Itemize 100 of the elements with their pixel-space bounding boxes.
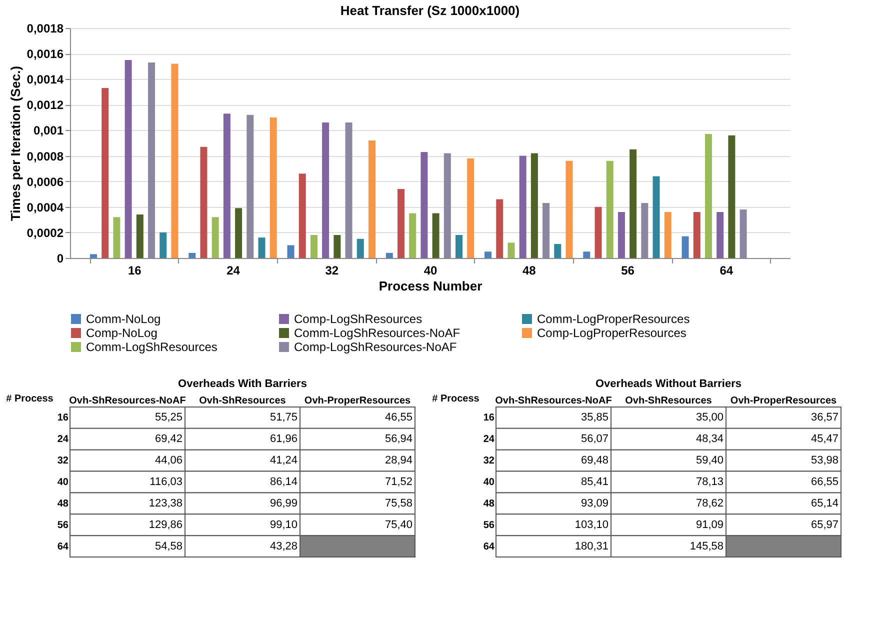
data-label: 116,03 (150, 476, 182, 488)
x-tick-label: 32 (325, 264, 339, 278)
y-tick-label: 32 (483, 456, 495, 467)
data-label: 54,58 (154, 540, 182, 552)
legend-label: Comp-LogShResources-NoAF (294, 340, 457, 354)
bar (618, 212, 625, 258)
bar (704, 134, 712, 258)
bar (716, 212, 724, 258)
data-label: 48,34 (696, 433, 724, 446)
bar (90, 254, 97, 258)
data-label: 55,25 (154, 412, 182, 424)
chart-title: Overheads With Barriers (178, 378, 307, 390)
y-tick-label: 0,0004 (26, 200, 64, 214)
legend-label: Comm-LogShResources-NoAF (294, 326, 460, 340)
legend-label: Comp-NoLog (86, 326, 158, 340)
legend-label: Comp-LogProperResources (537, 326, 686, 340)
y-tick-label: 0,0002 (26, 226, 64, 240)
y-tick-label: 16 (57, 412, 69, 424)
data-label: 44,06 (154, 454, 182, 467)
bar (432, 213, 440, 258)
bar (728, 135, 736, 258)
data-label: 59,40 (696, 454, 724, 467)
bar (554, 244, 562, 258)
x-axis-title: Process Number (378, 278, 482, 294)
data-label: 56,94 (384, 433, 412, 446)
data-label: 41,24 (270, 454, 298, 467)
bar (322, 122, 330, 258)
y-tick-label: 16 (483, 412, 495, 424)
bar (148, 62, 156, 258)
y-tick-label: 0,0008 (26, 149, 64, 164)
x-tick-label: 40 (424, 264, 438, 278)
bar (246, 114, 254, 258)
chart-title: Heat Transfer (Sz 1000x1000) (340, 3, 520, 18)
data-label: 56,07 (580, 433, 608, 446)
data-label: 61,96 (270, 433, 298, 446)
data-label: 180,31 (574, 540, 608, 552)
data-label: 35,00 (696, 412, 724, 424)
bar (444, 153, 451, 258)
bar (496, 199, 504, 258)
data-label: 36,57 (810, 412, 838, 424)
bar (467, 158, 474, 258)
data-label: 96,99 (270, 497, 298, 510)
bar (530, 153, 538, 258)
legend-label: Comm-LogShResources (86, 340, 218, 354)
bar (160, 232, 167, 258)
bar (124, 60, 132, 258)
bar (641, 203, 648, 258)
y-tick-label: 56 (57, 520, 69, 531)
bar (630, 149, 637, 258)
bar (102, 88, 109, 258)
bar (409, 213, 416, 258)
data-label: 51,75 (270, 412, 298, 424)
y-tick-label: 0,001 (33, 124, 64, 138)
data-label: 71,52 (384, 476, 412, 488)
data-label: 129,86 (148, 518, 182, 531)
data-label: 145,58 (690, 540, 724, 552)
data-label: 45,47 (810, 433, 838, 446)
x-tick-label: 16 (128, 264, 142, 278)
y-tick-label: 0,0014 (26, 72, 64, 87)
legend-label: Comm-LogProperResources (537, 312, 690, 326)
x-tick-label: Ovh-ShResources-NoAF (69, 396, 186, 406)
bar (136, 214, 144, 258)
data-label: 103,10 (574, 518, 608, 531)
x-tick-label: 56 (621, 264, 635, 278)
bar (740, 209, 747, 258)
x-tick-label: Ovh-ShResources-NoAF (495, 396, 612, 406)
y-tick-label: 0,0012 (26, 98, 64, 112)
bar (345, 122, 352, 258)
y-tick-label: 24 (57, 434, 69, 446)
bar (542, 203, 550, 258)
bar (113, 217, 120, 258)
data-label: 123,38 (148, 497, 182, 510)
data-label: 65,97 (810, 518, 838, 531)
x-tick-label: Ovh-ProperResources (730, 396, 838, 406)
bar (693, 212, 700, 258)
legend-label: Comm-NoLog (86, 312, 161, 326)
bar (664, 212, 672, 258)
data-label: 75,58 (384, 497, 412, 510)
bar (287, 245, 294, 258)
bar (594, 206, 602, 258)
bar (583, 252, 590, 258)
y-tick-label: 24 (483, 434, 495, 446)
y-tick-label: 40 (483, 477, 495, 488)
bar (298, 174, 306, 258)
y-axis-title: # Process (432, 394, 480, 404)
data-label: 28,94 (384, 454, 412, 467)
y-tick-label: 48 (57, 498, 69, 510)
y-tick-label: 64 (57, 541, 69, 552)
bar (223, 114, 230, 258)
bar (456, 235, 463, 258)
data-label: 46,55 (384, 412, 412, 424)
y-axis-title: Times per Iteration (Sec.) (8, 66, 23, 222)
data-label: 65,14 (810, 497, 838, 510)
x-tick-label: 64 (720, 264, 734, 278)
y-tick-label: 0,0016 (26, 47, 64, 62)
data-label: 78,62 (696, 497, 724, 510)
bar (519, 156, 526, 258)
bar (188, 252, 196, 258)
x-tick-label: Ovh-ShResources (199, 396, 286, 406)
bar (310, 235, 318, 258)
